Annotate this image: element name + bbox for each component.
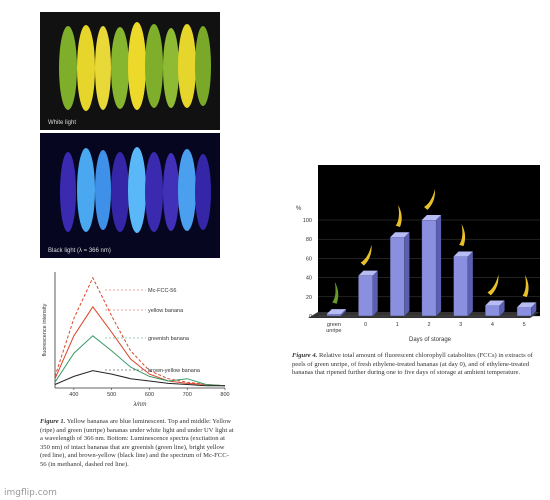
bar (516, 307, 532, 317)
bar-side (499, 300, 505, 316)
y-tick-label: 40 (306, 276, 312, 282)
x-tick-label: green unripe (326, 322, 341, 334)
x-tick-label: 800 (220, 392, 229, 398)
spectrum-line (54, 335, 226, 387)
bar-side (436, 215, 442, 316)
y-tick-label: 80 (306, 237, 312, 243)
figure1-caption: Figure 1. Yellow bananas are blue lumine… (40, 418, 235, 470)
bananas-uv (60, 147, 211, 233)
legend-label: brown-yellow banana (148, 368, 201, 374)
bar-top (453, 251, 473, 257)
y-tick-label: 0 (309, 314, 312, 320)
legend-label: yellow banana (148, 308, 184, 314)
banana-icon (459, 224, 466, 247)
bar (358, 275, 373, 317)
banana-icon (360, 244, 372, 266)
y-tick-label: 100 (303, 218, 312, 224)
legend-label: Mc-FCC-56 (148, 288, 176, 294)
x-tick-label: 500 (107, 392, 116, 398)
caption-label: Figure 1. (40, 418, 66, 425)
x-tick-label: 4 (491, 322, 494, 328)
y-label: % (296, 206, 302, 212)
bar (389, 237, 405, 317)
x-label: λ/nm (133, 402, 147, 408)
banana-icon (332, 281, 339, 304)
caption-label: Figure 4. (292, 352, 318, 359)
bar (485, 305, 500, 317)
bar (453, 256, 469, 317)
legend-label: greenish banana (148, 336, 190, 342)
spectrum-line (54, 370, 225, 387)
x-tick-label: 700 (183, 392, 192, 398)
bar-top (517, 302, 537, 308)
bar-side (340, 309, 346, 316)
y-label: fluorescence intensity (42, 303, 48, 356)
y-tick-label: 60 (306, 256, 312, 262)
figure4-caption: Figure 4. Relative total amount of fluor… (292, 352, 537, 378)
bar-side (467, 251, 473, 316)
banana-icon (487, 274, 499, 296)
caption-text: Yellow bananas are blue luminescent. Top… (40, 418, 234, 468)
spectrum-line (54, 305, 226, 387)
bar-top (485, 300, 505, 306)
bar-top (326, 309, 346, 315)
caption-text: Relative total amount of fluorescent chl… (292, 352, 533, 377)
bar-side (372, 270, 378, 316)
bar-side (404, 232, 410, 316)
x-tick-label: 0 (364, 322, 367, 328)
x-tick-label: 3 (459, 322, 462, 328)
x-tick-label: 400 (69, 392, 78, 398)
x-tick-label: 2 (427, 322, 430, 328)
photo-label: Black light (λ = 366 nm) (48, 248, 111, 254)
bar (326, 313, 342, 317)
spectrum-line (54, 276, 226, 387)
x-label: Days of storage (409, 337, 452, 343)
banana-icon (522, 275, 529, 298)
bar-top (358, 270, 378, 276)
banana-icon (395, 204, 402, 227)
watermark: imgflip.com (4, 488, 57, 498)
bar-top (421, 215, 442, 220)
x-tick-label: 600 (145, 392, 154, 398)
bar (421, 219, 437, 317)
photo-label: White light (48, 120, 76, 126)
x-tick-label: 5 (523, 322, 526, 328)
banana-icon (424, 189, 436, 210)
bar-top (390, 232, 410, 238)
x-tick-label: 1 (396, 322, 399, 328)
y-tick-label: 20 (306, 295, 312, 301)
bananas-white (59, 22, 211, 111)
bar-side (531, 302, 537, 316)
